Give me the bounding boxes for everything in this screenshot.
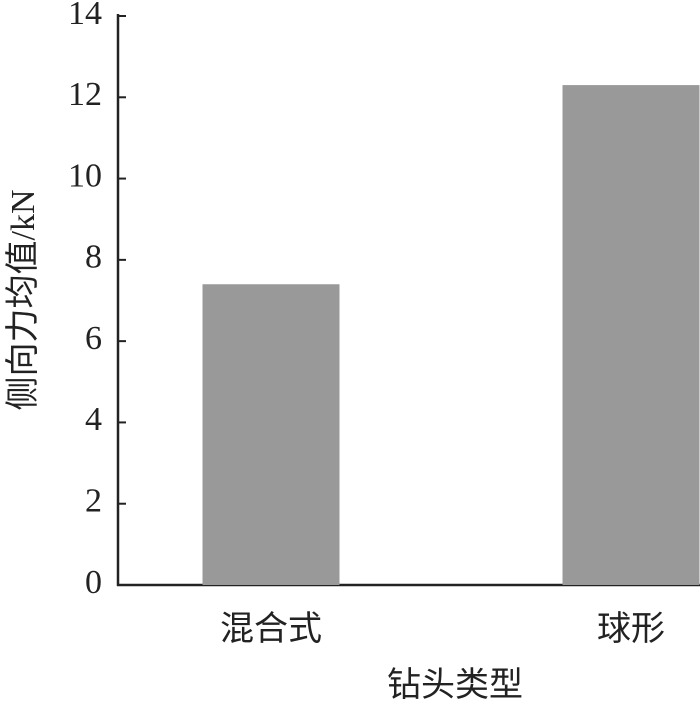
y-tick-label: 8 (85, 239, 102, 276)
y-tick-label: 14 (68, 0, 102, 32)
bar (562, 85, 700, 585)
y-tick-label: 6 (85, 320, 102, 357)
x-tick-label: 球形 (597, 611, 665, 648)
x-axis-title: 钻头类型 (387, 666, 523, 704)
y-tick-label: 2 (85, 483, 102, 520)
bar (202, 284, 340, 585)
y-tick-label: 4 (85, 401, 102, 438)
y-tick-label: 12 (68, 76, 102, 113)
y-tick-label: 0 (85, 564, 102, 601)
y-tick-label: 10 (68, 157, 102, 194)
y-axis-title: 侧向力均值/kN (4, 190, 42, 411)
x-tick-label: 混合式 (220, 610, 322, 648)
